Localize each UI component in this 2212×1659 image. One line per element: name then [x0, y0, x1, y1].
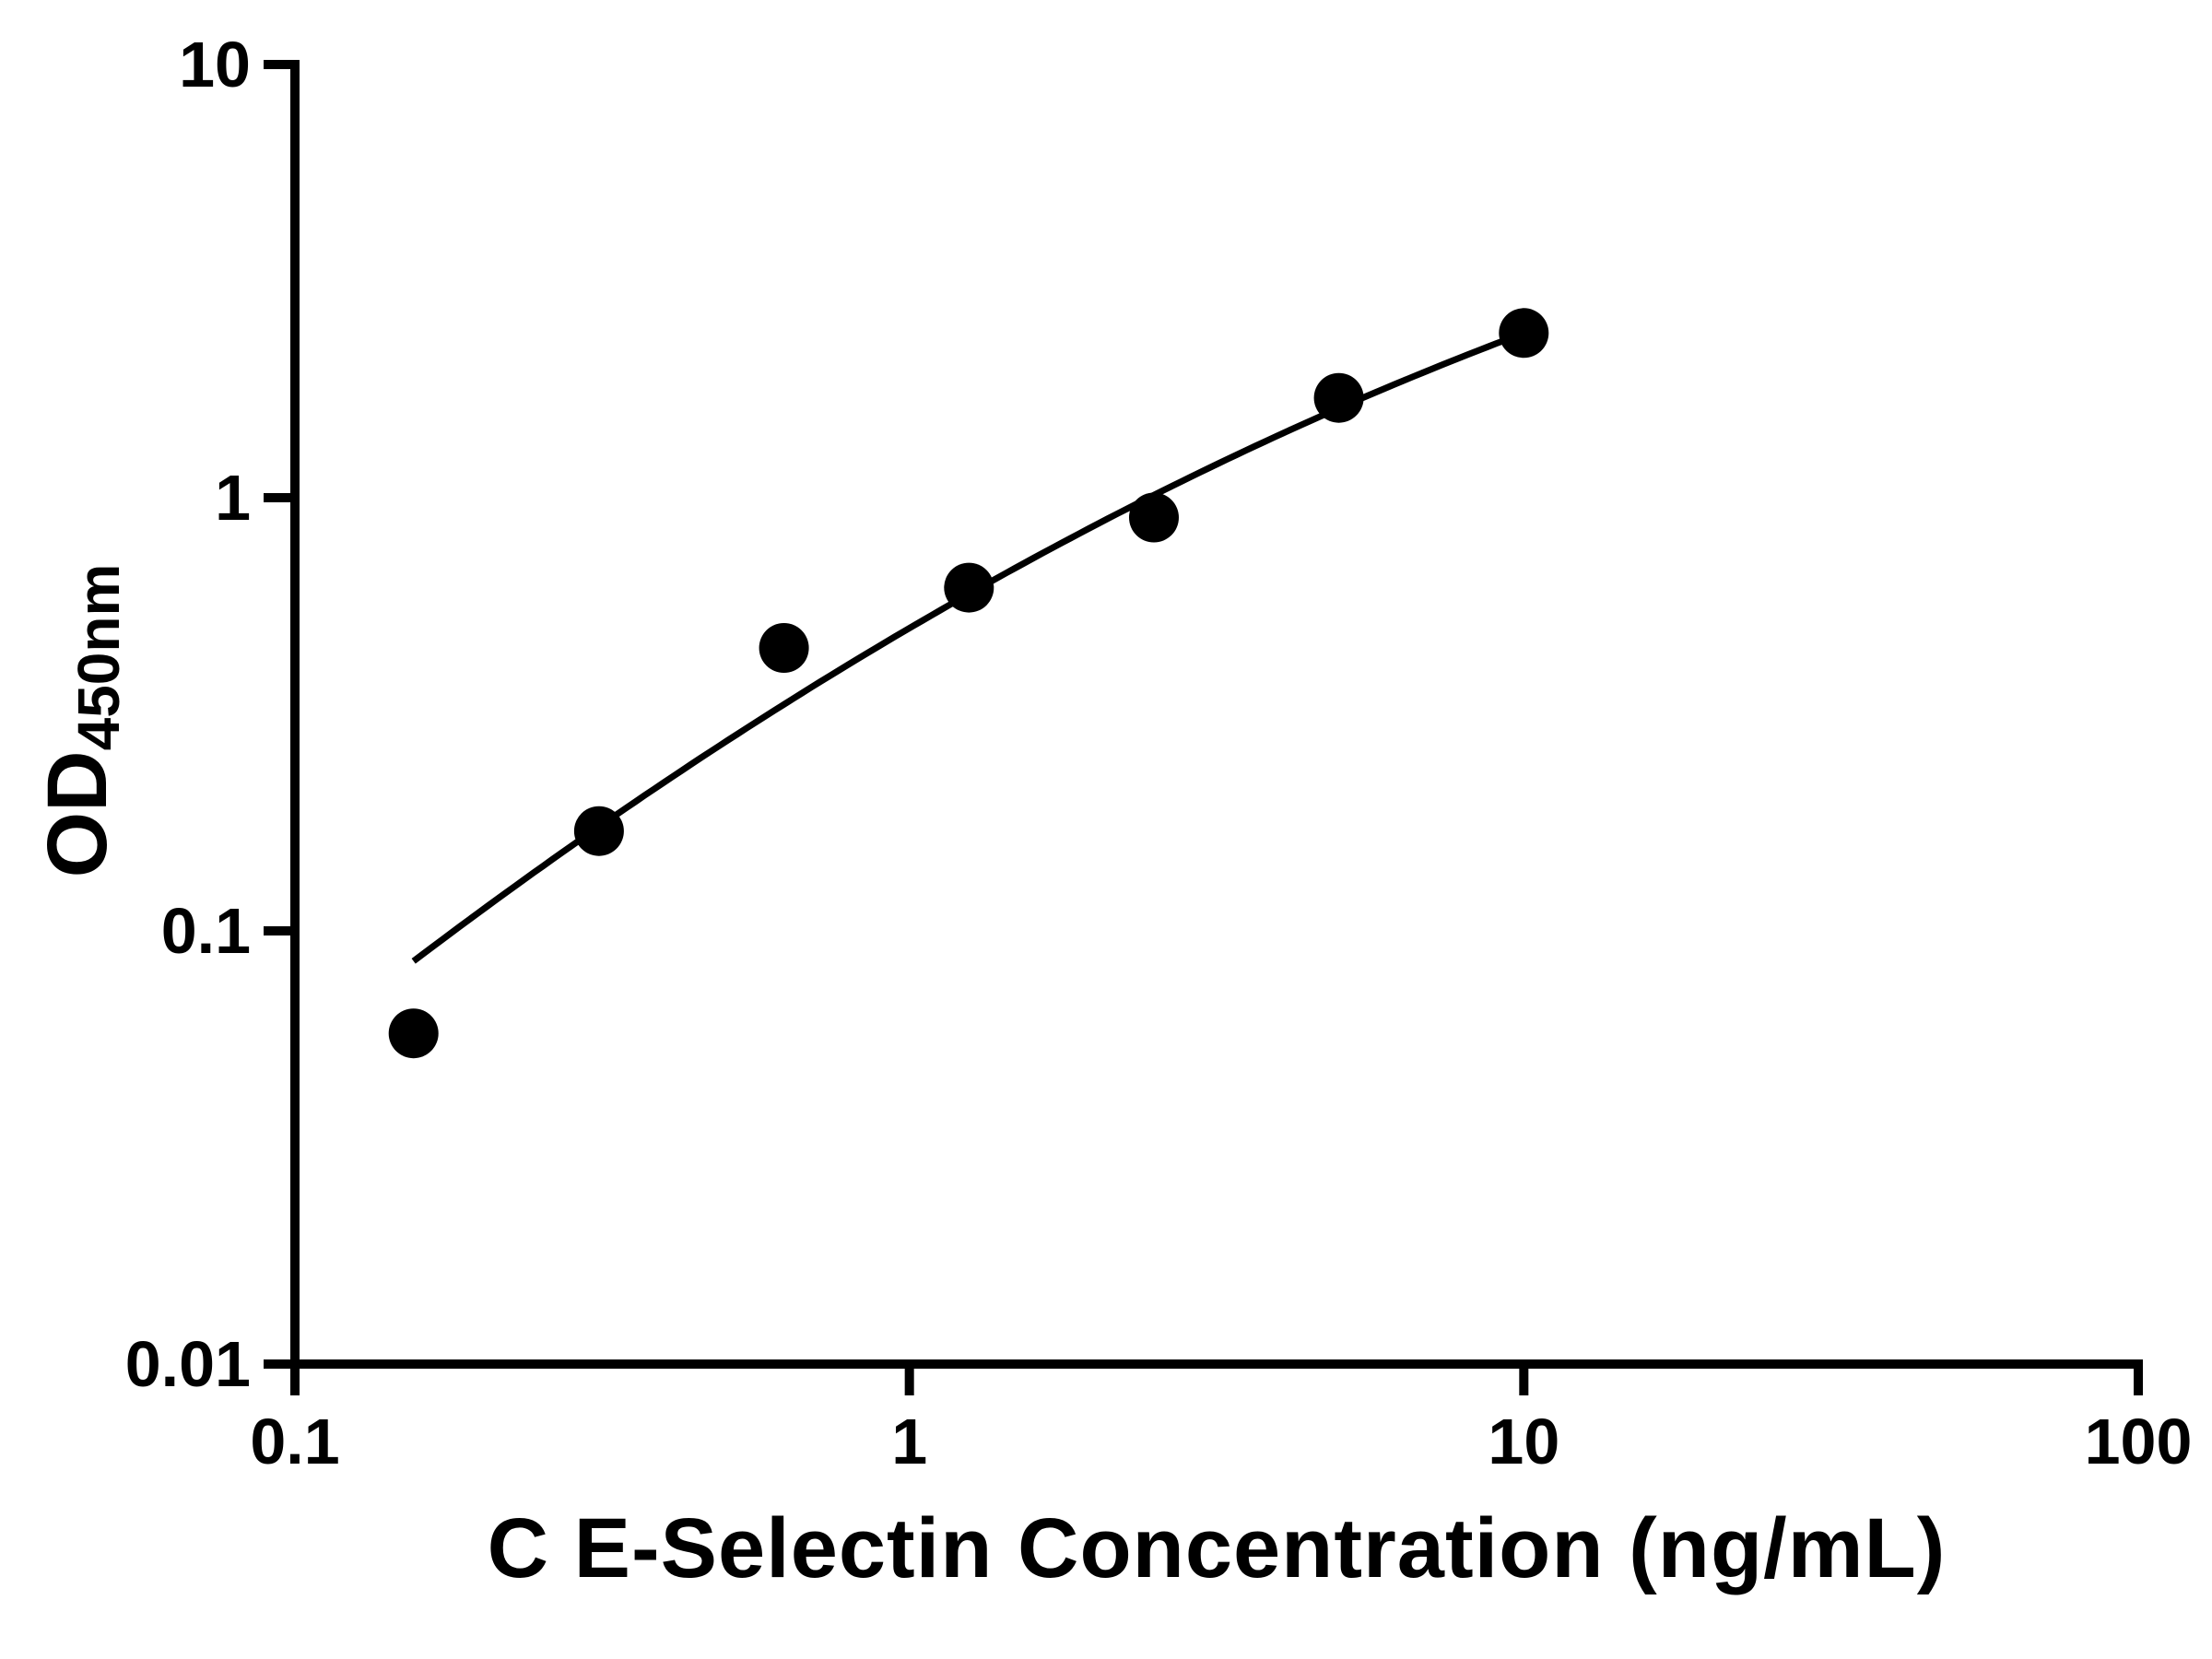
y-axis-title-subscript: 450nm	[65, 563, 132, 751]
data-point	[759, 623, 809, 673]
data-point	[573, 806, 624, 856]
y-tick-label: 10	[179, 29, 251, 100]
x-tick-label: 100	[2085, 1406, 2193, 1477]
fit-curve	[411, 330, 1525, 964]
data-point	[1313, 372, 1364, 423]
data-point	[388, 1008, 439, 1059]
x-axis-title: C E-Selectin Concentration (ng/mL)	[487, 1501, 1947, 1595]
axes-spines	[290, 60, 2143, 1369]
data-point	[1129, 492, 1179, 543]
y-axis-title: OD450nm	[29, 564, 133, 878]
data-point	[944, 562, 994, 613]
y-tick-label: 1	[215, 462, 251, 534]
x-tick-label: 10	[1488, 1406, 1559, 1477]
x-tick-label: 0.1	[250, 1406, 339, 1477]
y-axis-title-main: OD	[30, 750, 124, 878]
x-tick-label: 1	[891, 1406, 927, 1477]
y-tick-label: 0.1	[161, 895, 251, 967]
data-point	[1499, 308, 1549, 359]
y-tick-label: 0.01	[125, 1328, 251, 1400]
